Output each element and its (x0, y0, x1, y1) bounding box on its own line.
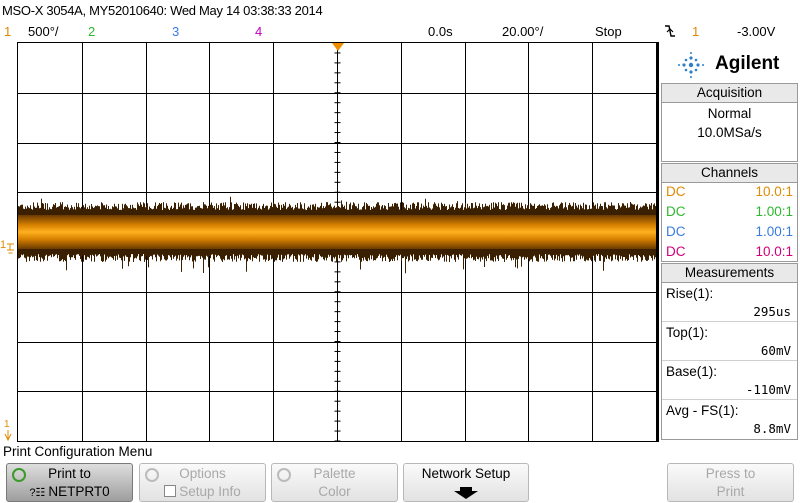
measurement-label: Base(1): (666, 364, 718, 379)
print-to-softkey[interactable]: Print to ?☷ NETPRT0 (6, 463, 133, 502)
softkey-line1: Options (179, 466, 226, 481)
waveform-display[interactable] (17, 42, 657, 442)
softkey-line2: Setup Info (140, 484, 265, 499)
ch1-scale[interactable]: 500°/ (28, 24, 59, 39)
ch4-probe: 10.0:1 (755, 244, 793, 259)
ch2-coupling: DC (666, 204, 686, 219)
channel-row-3[interactable]: DC 1.00:1 (662, 223, 797, 243)
time-delay[interactable]: 0.0s (428, 24, 453, 39)
ch1-number[interactable]: 1 (4, 24, 12, 39)
measurement-value: 60mV (662, 342, 797, 361)
network-printer-icon: ?☷ (29, 487, 49, 499)
channel-row-2[interactable]: DC 1.00:1 (662, 203, 797, 223)
acquisition-mode: Normal (707, 106, 752, 121)
checkbox-icon[interactable] (164, 485, 177, 497)
ch4-coupling: DC (666, 244, 686, 259)
measurement-label: Rise(1): (666, 286, 714, 301)
softkey-line1: Palette (313, 466, 356, 481)
options-softkey[interactable]: Options Setup Info (139, 463, 266, 502)
softkey-line2: Color (318, 484, 351, 499)
ch1-probe: 10.0:1 (755, 184, 793, 199)
measurement-label: Avg - FS(1): (666, 403, 739, 418)
sample-rate: 10.0MSa/s (697, 125, 762, 140)
acquisition-box[interactable]: Acquisition Normal 10.0MSa/s (661, 83, 798, 162)
measurement-value: 295us (662, 303, 797, 322)
measurement-rise[interactable]: Rise(1): 295us (662, 285, 797, 322)
menu-title-bar: Print Configuration Menu (0, 442, 800, 462)
measurement-value: -110mV (662, 381, 797, 400)
trigger-level[interactable]: -3.00V (737, 24, 776, 39)
instrument-title: MSO-X 3054A, MY52010640: Wed May 14 03:3… (2, 3, 323, 18)
softkey-line2: Print (716, 484, 745, 499)
agilent-spark-logo (678, 52, 704, 78)
ch1-waveform-trace (18, 196, 656, 274)
softkey-line1: Network Setup (421, 466, 511, 481)
press-to-print-softkey[interactable]: Press to Print (667, 463, 794, 502)
trace-core-band (18, 215, 656, 249)
submenu-arrow-icon (404, 486, 528, 503)
status-bar: 1 500°/ 2 3 4 0.0s 20.00°/ Stop 1 -3.00V (0, 22, 800, 42)
channels-box[interactable]: Channels DC 10.0:1 DC 1.00:1 DC 1.00:1 D… (661, 163, 798, 262)
menu-title: Print Configuration Menu (3, 444, 153, 459)
svg-text:1: 1 (0, 239, 6, 251)
ch2-probe: 1.00:1 (755, 204, 793, 219)
palette-softkey[interactable]: Palette Color (271, 463, 398, 502)
trigger-position-marker[interactable] (332, 43, 344, 51)
softkey-line2: ?☷ NETPRT0 (29, 484, 110, 499)
entry-knob-icon (145, 468, 159, 482)
falling-edge-icon (664, 23, 676, 42)
channels-header: Channels (662, 164, 797, 183)
run-state: Stop (595, 24, 622, 39)
brand-name: Agilent (715, 53, 780, 74)
ch4-number[interactable]: 4 (255, 24, 263, 39)
right-info-panel: Agilent Acquisition Normal 10.0MSa/s Cha… (659, 42, 800, 442)
ch2-number[interactable]: 2 (88, 24, 96, 39)
ch1-bottom-marker: 1 (4, 419, 12, 442)
brand-box: Agilent (661, 44, 798, 84)
softkey-bar: Print to ?☷ NETPRT0 Options Setup Info P… (0, 462, 800, 503)
measurement-value: 8.8mV (753, 421, 791, 436)
measurement-label: Top(1): (666, 325, 709, 340)
measurements-box[interactable]: Measurements Rise(1): 295us Top(1): 60mV… (661, 263, 798, 440)
ch3-probe: 1.00:1 (755, 224, 793, 239)
acquisition-header: Acquisition (662, 84, 797, 103)
measurement-avg-fs[interactable]: Avg - FS(1): 8.8mV (662, 402, 797, 438)
ch3-coupling: DC (666, 224, 686, 239)
channel-row-1[interactable]: DC 10.0:1 (662, 183, 797, 203)
title-bar: MSO-X 3054A, MY52010640: Wed May 14 03:3… (0, 0, 800, 22)
time-scale[interactable]: 20.00°/ (502, 24, 544, 39)
svg-text:1: 1 (4, 419, 10, 430)
trigger-source[interactable]: 1 (692, 24, 700, 39)
network-setup-softkey[interactable]: Network Setup (403, 463, 529, 502)
channel-marker-strip: 1 1 (0, 42, 17, 442)
ch1-coupling: DC (666, 184, 686, 199)
channel-row-4[interactable]: DC 10.0:1 (662, 243, 797, 263)
ch3-number[interactable]: 3 (172, 24, 180, 39)
softkey-line1: Print to (48, 466, 91, 481)
measurement-base[interactable]: Base(1): -110mV (662, 363, 797, 400)
entry-knob-icon (12, 468, 26, 482)
softkey-line1: Press to (705, 466, 756, 481)
entry-knob-icon (277, 468, 291, 482)
measurement-top[interactable]: Top(1): 60mV (662, 324, 797, 361)
ch1-ground-marker[interactable]: 1 (0, 239, 14, 254)
measurements-header: Measurements (662, 264, 797, 283)
